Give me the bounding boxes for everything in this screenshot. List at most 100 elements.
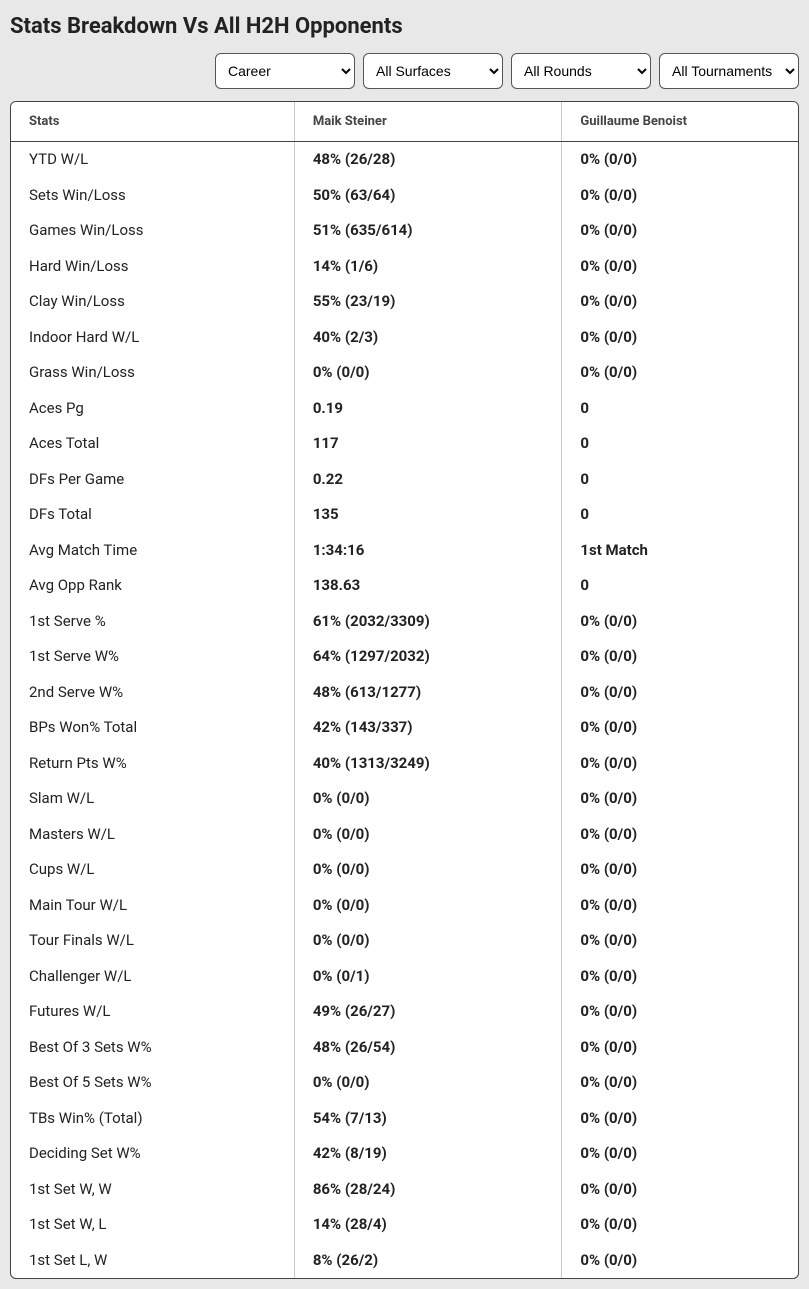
stat-value-player1: 49% (26/27) [294,994,562,1030]
tournament-select[interactable]: All Tournaments [659,53,799,89]
surface-select[interactable]: All Surfaces [363,53,503,89]
stat-label: Hard Win/Loss [11,249,294,285]
stat-label: Avg Match Time [11,533,294,569]
stat-value-player2: 0% (0/0) [562,994,798,1030]
filters-row: Career All Surfaces All Rounds All Tourn… [10,53,799,89]
table-row: 1st Set W, W86% (28/24)0% (0/0) [11,1172,798,1208]
stat-value-player1: 14% (1/6) [294,249,562,285]
stat-label: Clay Win/Loss [11,284,294,320]
page-title: Stats Breakdown Vs All H2H Opponents [10,14,799,39]
stat-value-player1: 50% (63/64) [294,178,562,214]
stat-label: Futures W/L [11,994,294,1030]
stats-breakdown-container: Stats Breakdown Vs All H2H Opponents Car… [0,0,809,1289]
stat-label: Aces Total [11,426,294,462]
table-row: 1st Set W, L14% (28/4)0% (0/0) [11,1207,798,1243]
table-row: Futures W/L49% (26/27)0% (0/0) [11,994,798,1030]
stat-value-player2: 0% (0/0) [562,284,798,320]
table-row: DFs Total1350 [11,497,798,533]
col-header-stats: Stats [11,102,294,142]
stat-value-player1: 1:34:16 [294,533,562,569]
table-row: 2nd Serve W%48% (613/1277)0% (0/0) [11,675,798,711]
stat-value-player1: 0% (0/0) [294,888,562,924]
stat-value-player1: 0.19 [294,391,562,427]
stat-label: Return Pts W% [11,746,294,782]
table-row: Cups W/L0% (0/0)0% (0/0) [11,852,798,888]
stat-value-player2: 0% (0/0) [562,959,798,995]
stat-value-player2: 0% (0/0) [562,355,798,391]
table-row: 1st Set L, W8% (26/2)0% (0/0) [11,1243,798,1279]
table-row: TBs Win% (Total)54% (7/13)0% (0/0) [11,1101,798,1137]
table-row: Slam W/L0% (0/0)0% (0/0) [11,781,798,817]
round-select[interactable]: All Rounds [511,53,651,89]
table-row: Aces Pg0.190 [11,391,798,427]
table-row: Challenger W/L0% (0/1)0% (0/0) [11,959,798,995]
table-row: Avg Opp Rank138.630 [11,568,798,604]
stat-value-player2: 0% (0/0) [562,213,798,249]
stat-label: TBs Win% (Total) [11,1101,294,1137]
stat-value-player1: 135 [294,497,562,533]
stat-label: Cups W/L [11,852,294,888]
table-row: Games Win/Loss51% (635/614)0% (0/0) [11,213,798,249]
stat-label: 1st Set L, W [11,1243,294,1279]
stat-value-player1: 0% (0/0) [294,923,562,959]
stat-value-player2: 0% (0/0) [562,178,798,214]
stat-value-player2: 0% (0/0) [562,1207,798,1243]
stat-value-player1: 54% (7/13) [294,1101,562,1137]
stat-value-player2: 0% (0/0) [562,1243,798,1279]
stat-value-player1: 8% (26/2) [294,1243,562,1279]
stat-value-player2: 0% (0/0) [562,142,798,178]
stat-value-player2: 0% (0/0) [562,1136,798,1172]
stat-label: Best Of 5 Sets W% [11,1065,294,1101]
stat-value-player2: 0% (0/0) [562,320,798,356]
stat-value-player2: 0 [562,568,798,604]
stat-value-player2: 0% (0/0) [562,1065,798,1101]
stat-value-player1: 48% (613/1277) [294,675,562,711]
stat-label: Games Win/Loss [11,213,294,249]
table-row: Deciding Set W%42% (8/19)0% (0/0) [11,1136,798,1172]
stat-label: 1st Set W, L [11,1207,294,1243]
stat-label: Indoor Hard W/L [11,320,294,356]
table-row: 1st Serve W%64% (1297/2032)0% (0/0) [11,639,798,675]
stat-label: YTD W/L [11,142,294,178]
stat-value-player1: 0% (0/1) [294,959,562,995]
table-row: Masters W/L0% (0/0)0% (0/0) [11,817,798,853]
table-row: Aces Total1170 [11,426,798,462]
stat-value-player2: 0 [562,426,798,462]
stat-value-player1: 0% (0/0) [294,355,562,391]
table-row: Clay Win/Loss55% (23/19)0% (0/0) [11,284,798,320]
stat-label: Main Tour W/L [11,888,294,924]
table-row: Hard Win/Loss14% (1/6)0% (0/0) [11,249,798,285]
stat-value-player2: 1st Match [562,533,798,569]
stat-value-player2: 0% (0/0) [562,639,798,675]
stat-value-player2: 0 [562,391,798,427]
stat-label: BPs Won% Total [11,710,294,746]
table-row: Best Of 3 Sets W%48% (26/54)0% (0/0) [11,1030,798,1066]
stat-value-player1: 61% (2032/3309) [294,604,562,640]
stat-value-player1: 40% (2/3) [294,320,562,356]
table-row: Tour Finals W/L0% (0/0)0% (0/0) [11,923,798,959]
stat-label: Best Of 3 Sets W% [11,1030,294,1066]
stat-value-player1: 138.63 [294,568,562,604]
table-row: Main Tour W/L0% (0/0)0% (0/0) [11,888,798,924]
stat-value-player2: 0 [562,462,798,498]
table-row: Sets Win/Loss50% (63/64)0% (0/0) [11,178,798,214]
stat-value-player2: 0% (0/0) [562,604,798,640]
stat-label: Sets Win/Loss [11,178,294,214]
table-row: YTD W/L48% (26/28)0% (0/0) [11,142,798,178]
stat-label: Avg Opp Rank [11,568,294,604]
stat-value-player1: 42% (8/19) [294,1136,562,1172]
stat-label: Masters W/L [11,817,294,853]
stat-value-player1: 14% (28/4) [294,1207,562,1243]
stat-value-player1: 0% (0/0) [294,852,562,888]
stat-label: 2nd Serve W% [11,675,294,711]
stat-value-player2: 0% (0/0) [562,675,798,711]
table-row: Avg Match Time1:34:161st Match [11,533,798,569]
period-select[interactable]: Career [215,53,355,89]
stat-value-player1: 51% (635/614) [294,213,562,249]
table-row: Grass Win/Loss0% (0/0)0% (0/0) [11,355,798,391]
stat-value-player2: 0% (0/0) [562,746,798,782]
stat-value-player2: 0% (0/0) [562,781,798,817]
stat-value-player1: 64% (1297/2032) [294,639,562,675]
table-row: DFs Per Game0.220 [11,462,798,498]
stats-table: Stats Maik Steiner Guillaume Benoist YTD… [11,102,798,1278]
